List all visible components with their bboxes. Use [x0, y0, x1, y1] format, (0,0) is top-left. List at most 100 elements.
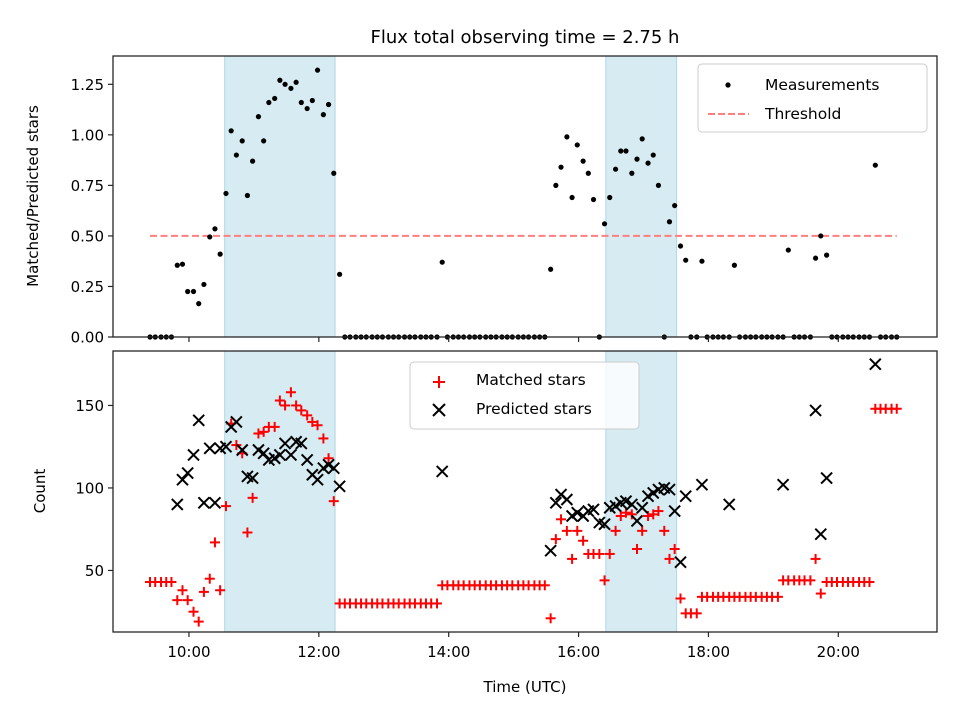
matched-star-point — [220, 501, 231, 512]
measurement-point — [785, 247, 791, 253]
predicted-star-point — [181, 466, 194, 480]
matched-star-point — [561, 525, 572, 536]
predicted-star-point — [295, 437, 308, 450]
predicted-star-point — [246, 471, 259, 485]
ratio-x-ticks — [188, 337, 839, 342]
measurement-point — [207, 234, 213, 240]
legend-matched-marker — [433, 376, 445, 388]
observing-span — [224, 55, 336, 338]
measurement-point — [223, 190, 229, 197]
measurement-point — [304, 105, 310, 112]
predicted-star-point — [635, 501, 649, 514]
y-tick-label: 100 — [75, 479, 104, 497]
y-tick-label: 0.75 — [71, 177, 104, 195]
matched-star-point — [572, 525, 583, 536]
predicted-star-point — [236, 443, 249, 457]
ratio-axes-frame — [112, 55, 938, 338]
matched-star-point — [328, 496, 339, 507]
matched-star-point — [318, 433, 329, 444]
measurement-point — [872, 162, 878, 168]
count-x-ticks: 10:00 12:00 14:00 16:00 18:00 20:00 — [167, 632, 860, 661]
predicted-star-point — [663, 483, 676, 496]
predicted-star-point — [630, 514, 644, 528]
measurement-point — [607, 194, 613, 201]
x-tick-label: 14:00 — [427, 643, 470, 661]
measurement-point — [553, 182, 559, 188]
measurement-point — [580, 158, 586, 164]
x-tick-label: 16:00 — [557, 643, 600, 661]
legend-matched-label: Matched stars — [476, 371, 586, 389]
matched-star-point — [312, 420, 323, 431]
predicted-star-point — [311, 473, 324, 486]
matched-star-point — [772, 591, 783, 602]
predicted-star-point — [273, 448, 287, 462]
matched-star-point — [599, 575, 610, 586]
matched-star-point — [177, 585, 188, 596]
predicted-star-point — [776, 478, 790, 491]
measurement-point — [548, 266, 554, 272]
matched-star-point — [302, 410, 313, 421]
measurement-point — [439, 259, 445, 265]
matched-star-point — [550, 534, 561, 545]
matched-star-point — [253, 428, 264, 439]
matched-star-point — [691, 608, 702, 619]
predicted-star-point — [187, 448, 200, 462]
measurement-point — [585, 170, 591, 176]
measurement-point — [655, 182, 662, 188]
predicted-star-point — [333, 480, 346, 493]
measurement-point — [672, 202, 678, 209]
matched-star-point — [307, 416, 318, 427]
measurement-point — [314, 67, 321, 73]
measurement-point — [731, 262, 738, 268]
measurement-point — [201, 281, 207, 288]
predicted-star-point — [668, 504, 681, 518]
measurement-point — [645, 160, 651, 166]
predicted-star-point — [560, 493, 574, 506]
predicted-star-point — [814, 527, 827, 541]
measurement-point — [564, 134, 570, 140]
matched-star-point — [864, 577, 875, 588]
measurement-point — [212, 226, 218, 232]
measurement-point — [196, 301, 202, 307]
ratio-y-axis-label: Matched/Predicted stars — [24, 105, 42, 287]
matched-star-point — [242, 527, 253, 538]
matched-star-point — [664, 553, 675, 564]
predicted-star-point — [587, 503, 600, 516]
legend-predicted-marker — [432, 403, 446, 417]
predicted-star-point — [820, 471, 833, 485]
measurement-point — [612, 166, 619, 172]
matched-stars-points — [145, 387, 902, 627]
matched-star-point — [432, 598, 443, 609]
matched-star-point — [653, 506, 664, 517]
predicted-star-point — [327, 461, 340, 475]
y-tick-label: 1.25 — [71, 76, 104, 94]
matched-star-point — [258, 426, 269, 437]
observing-span — [605, 55, 678, 338]
matched-star-point — [578, 535, 589, 546]
chart-title: Flux total observing time = 2.75 h — [371, 27, 680, 48]
measurement-point — [190, 288, 197, 295]
legend-measurements-label: Measurements — [765, 76, 880, 94]
ratio-legend: Measurements Threshold — [697, 63, 928, 133]
matched-star-point — [594, 548, 605, 559]
measurement-point — [558, 164, 564, 170]
matched-star-point — [204, 573, 215, 584]
measurement-point — [239, 138, 245, 144]
matched-star-point — [296, 405, 307, 416]
predicted-star-point — [284, 448, 298, 462]
measurement-point — [266, 99, 272, 106]
matched-star-point — [539, 580, 550, 591]
measurement-point — [293, 79, 299, 85]
matched-star-point — [626, 509, 637, 520]
count-y-ticks: 50 100 150 — [75, 397, 113, 580]
matched-star-point — [215, 585, 226, 596]
matched-star-point — [182, 595, 193, 606]
predicted-star-point — [192, 414, 205, 427]
matched-star-point — [285, 387, 296, 398]
measurement-point — [699, 258, 705, 264]
y-tick-label: 50 — [85, 562, 104, 580]
measurement-point — [666, 219, 673, 225]
predicted-star-point — [208, 496, 222, 510]
ratio-panel: 0.00 0.25 0.50 0.75 1.00 1.25 Matched/Predict… — [24, 55, 938, 347]
ratio-legend-box — [697, 63, 928, 133]
